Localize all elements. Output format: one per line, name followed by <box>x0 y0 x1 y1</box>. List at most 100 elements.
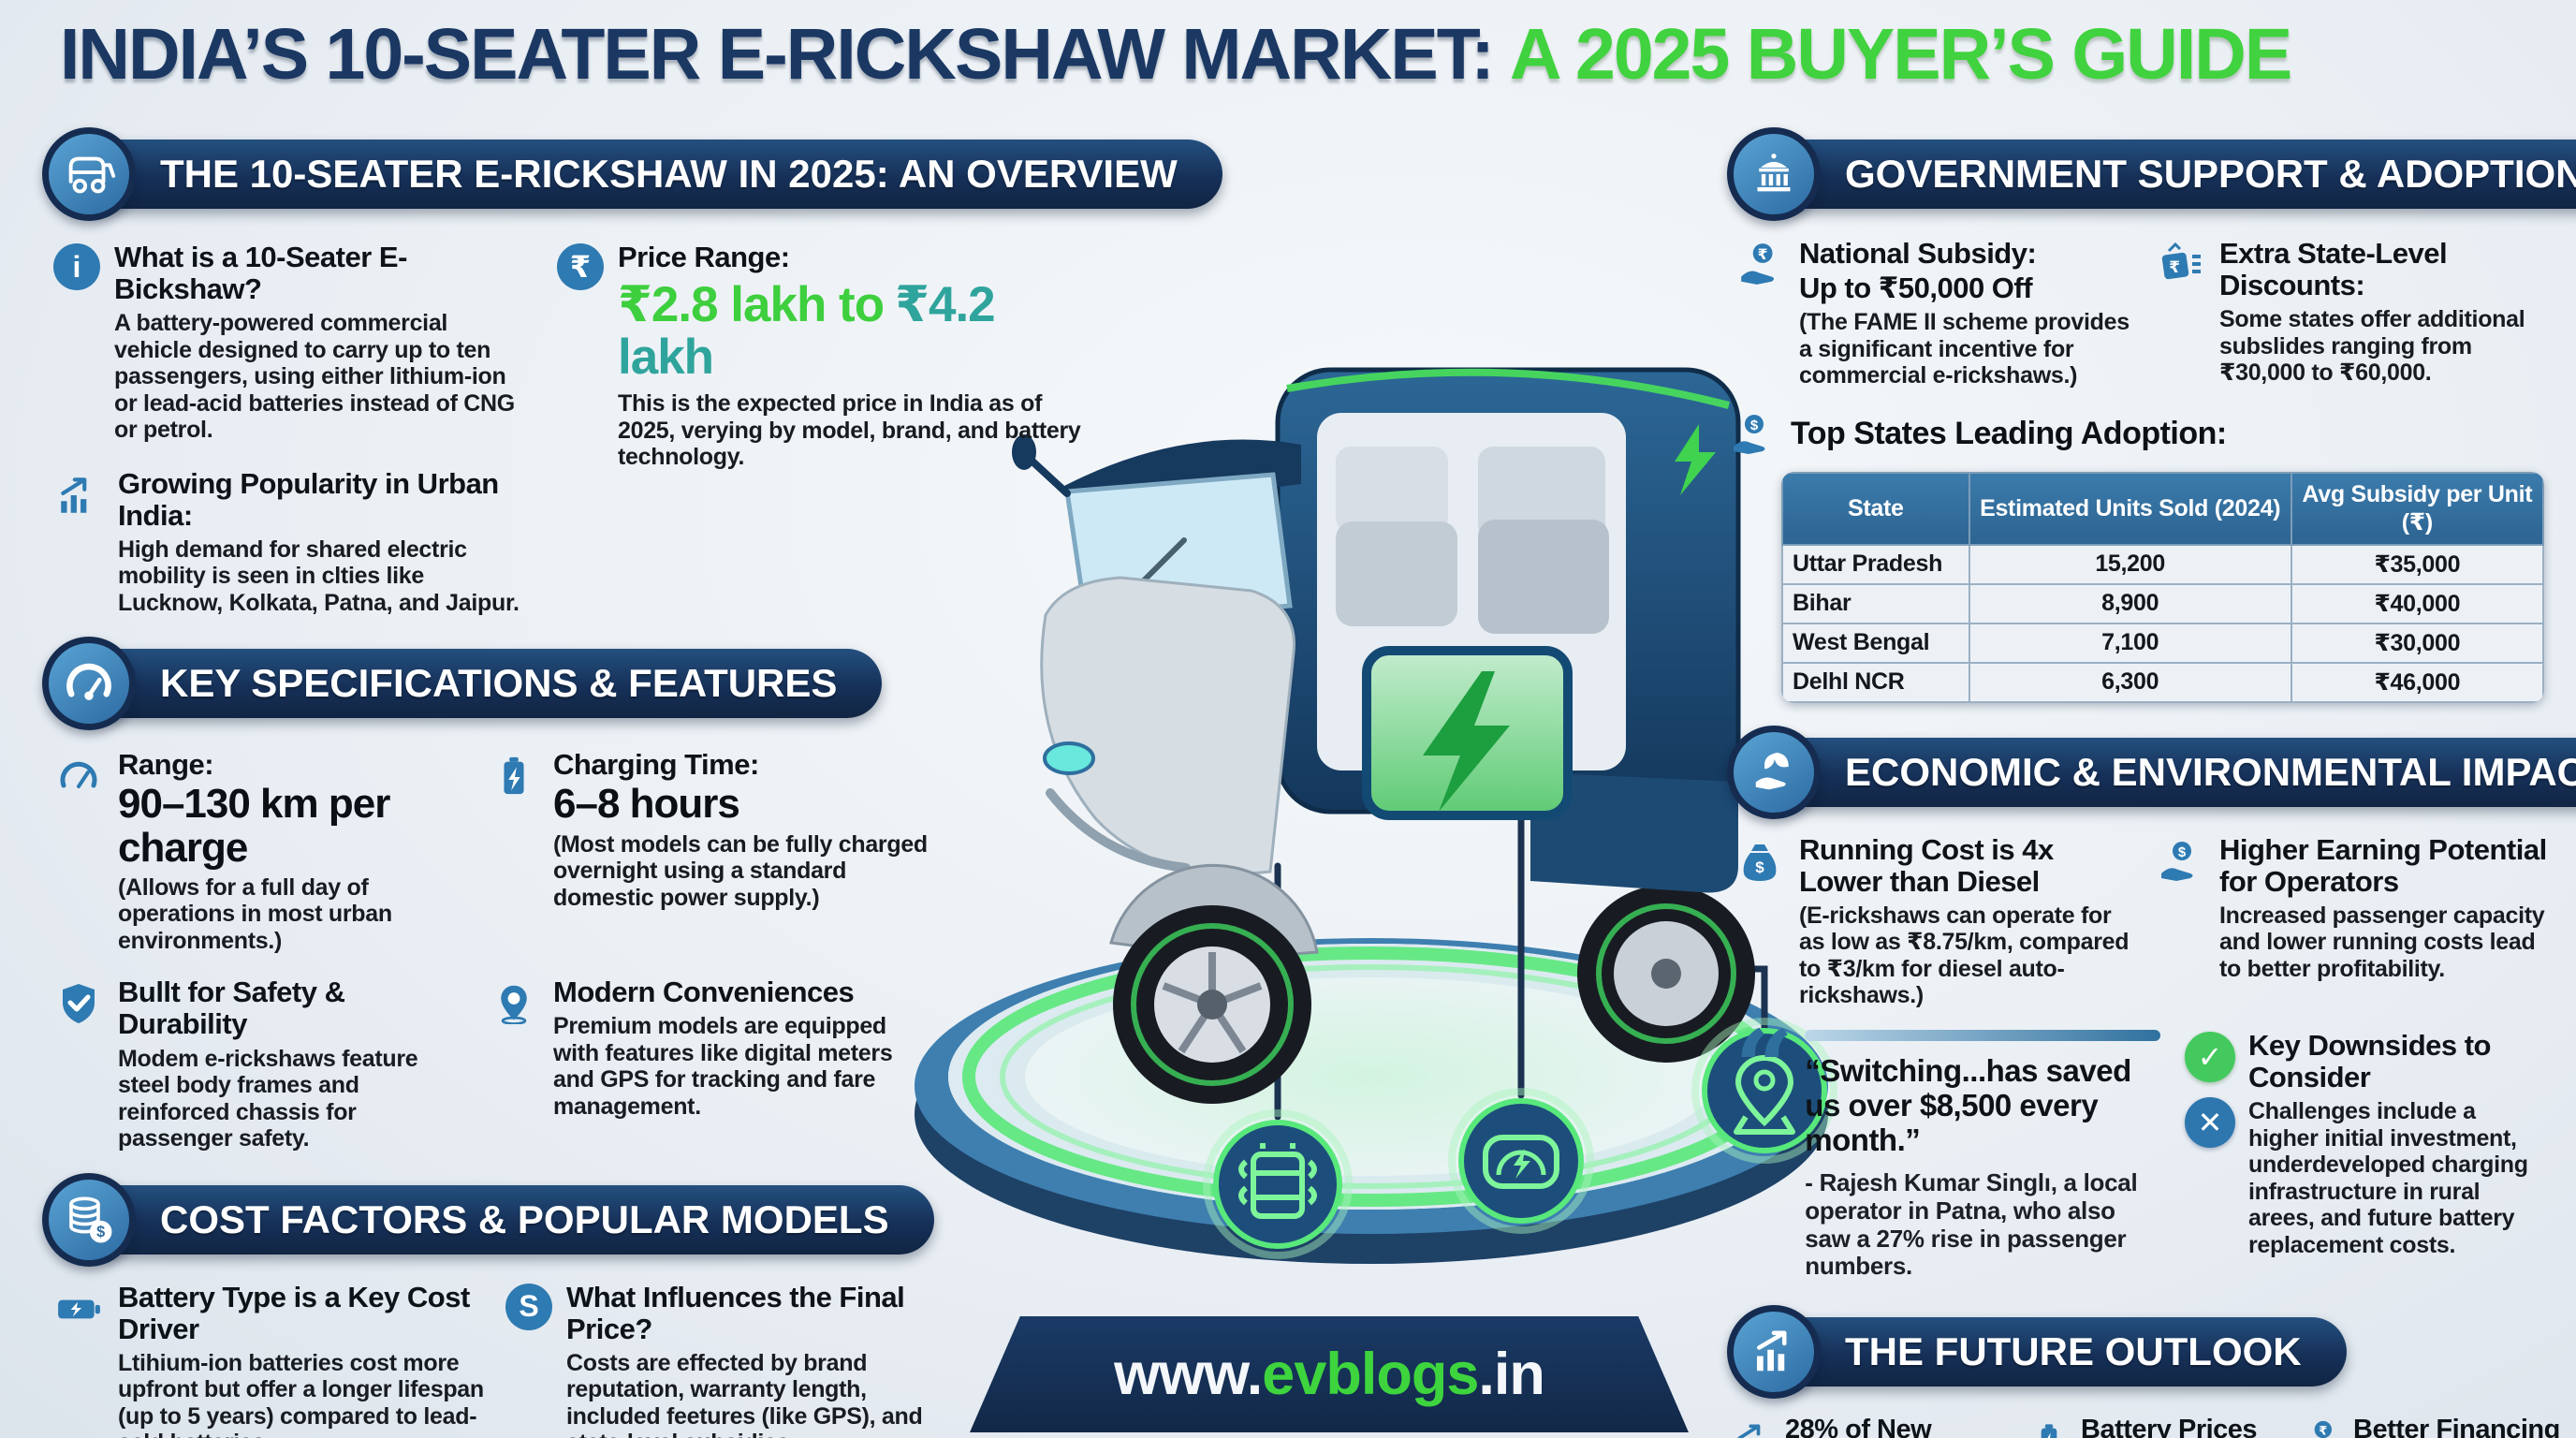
rickshaw-icon <box>42 127 136 221</box>
page-title-accent: A 2025 BUYER’S GUIDE <box>1509 14 2292 95</box>
table-row: Bihar 8,900 ₹40,000 <box>1781 582 2544 624</box>
info-icon: i <box>53 243 100 290</box>
website-url[interactable]: www.evblogs.in <box>1114 1341 1545 1408</box>
hand-coin-icon: $ <box>1727 410 1778 461</box>
svg-text:$: $ <box>1755 858 1764 876</box>
section-overview-header: THE 10-SEATER E-RICKSHAW IN 2025: AN OVE… <box>42 127 1222 221</box>
location-pin-icon <box>489 978 539 1029</box>
hand-rupee-icon: ₹ <box>1734 240 1785 290</box>
popularity-title: Growing Popularity in Urban India: <box>118 466 499 532</box>
speedometer-icon <box>42 637 136 731</box>
units-cell: 7,100 <box>1968 622 2292 664</box>
national-subsidy-body: (The FAME II scheme provides a significa… <box>1799 309 2130 389</box>
national-subsidy-item: ₹ National Subsidy: Up to ₹50,000 Off (T… <box>1734 237 2132 389</box>
subsidy-cell: ₹30,000 <box>2290 622 2544 664</box>
table-row: Uttar Pradesh 15,200 ₹35,000 <box>1781 543 2544 585</box>
future-financing-title: Better Financing Options Available <box>2353 1415 2560 1438</box>
trend-chart-icon <box>1727 1305 1821 1400</box>
future-item-battery-prices: Battery Prices to Fall by 12% Costs are … <box>2027 1415 2284 1438</box>
state-discounts-title: Extra State-Level Discounts: <box>2219 237 2448 302</box>
section-government-header: GOVERNMENT SUPPORT & ADOPTION <box>1727 127 2576 221</box>
future-electric-title: 28% of New Rickshaws to be Electric <box>1785 1415 1932 1438</box>
range-title: Range: <box>118 748 214 782</box>
what-is-title: What is a 10-Seater E-Bickshaw? <box>114 241 407 306</box>
page-title: INDIA’S 10-SEATER E-RICKSHAW MARKET: A 20… <box>60 13 2292 96</box>
bars-arrow-icon <box>1731 1417 1776 1438</box>
national-subsidy-title: National Subsidy: <box>1799 237 2037 270</box>
price-low: ₹2.8 lakh to <box>618 277 885 333</box>
money-bag-icon: $ <box>1734 836 1785 887</box>
convenience-body: Premium models are equipped with feature… <box>553 1013 893 1120</box>
price-high: ₹4.2 lakh <box>618 277 996 385</box>
impact-content: $ Running Cost is 4x Lower than Diesel (… <box>1727 832 2560 1009</box>
safety-body: Modem e-rickshaws feature steel body fra… <box>118 1045 418 1152</box>
running-cost-body: (E-rickshaws can operate for as low as ₹… <box>1799 902 2130 1009</box>
url-name: evblogs <box>1262 1342 1479 1407</box>
section-future-header: THE FUTURE OUTLOOK <box>1727 1305 2560 1400</box>
gauge-icon <box>53 751 104 801</box>
check-icon: ✓ <box>2185 1031 2235 1082</box>
influences-item: S What Influences the Final Price? Costs… <box>505 1281 941 1438</box>
charging-body: (Most models can be fully charged overni… <box>553 830 928 911</box>
states-adoption-heading: $ Top States Leading Adoption: <box>1727 408 2560 461</box>
section-cost-header: $ COST FACTORS & POPULAR MODELS <box>42 1172 1137 1267</box>
svg-text:₹: ₹ <box>2169 258 2180 276</box>
subsidy-cell: ₹40,000 <box>2290 582 2544 624</box>
earning-body: Increased passenger capacity and lower r… <box>2219 902 2545 982</box>
subsidy-cell: ₹46,000 <box>2290 661 2544 703</box>
what-is-body: A battery-powered commercial vehicle des… <box>114 310 515 444</box>
url-www: www. <box>1114 1342 1263 1407</box>
price-range-title: Price Range: <box>618 241 790 273</box>
quote-text: “Switching...has saved us over $8,500 ev… <box>1805 1052 2131 1157</box>
speedometer-callout-icon <box>1448 1088 1594 1234</box>
battery-cost-title: Battery Type is a Key Cost Driver <box>118 1280 470 1345</box>
future-content: 28% of New Rickshaws to be Electric NITI… <box>1727 1415 2560 1438</box>
earning-item: $ Higher Earning Potential for Operators… <box>2155 832 2553 983</box>
section-government-title: GOVERNMENT SUPPORT & ADOPTION <box>1772 139 2576 209</box>
svg-text:$: $ <box>2178 844 2187 860</box>
cost-content: Battery Type is a Key Cost Driver Ltihiu… <box>42 1280 1137 1438</box>
svg-text:₹: ₹ <box>2319 1424 2327 1438</box>
what-is-item: i What is a 10-Seater E-Bickshaw? A batt… <box>53 241 531 444</box>
charging-title: Charging Time: <box>553 748 759 782</box>
hand-dollar-icon: $ <box>2155 836 2205 887</box>
right-column: GOVERNMENT SUPPORT & ADOPTION ₹ National… <box>1727 127 2576 1438</box>
rupee-icon: ₹ <box>557 243 604 290</box>
charging-value: 6–8 hours <box>553 781 740 828</box>
quote-icon: “ <box>1734 1006 1794 1128</box>
future-battery-title: Battery Prices to Fall by 12% <box>2081 1415 2258 1438</box>
section-cost-title: COST FACTORS & POPULAR MODELS <box>87 1184 934 1255</box>
running-cost-title: Running Cost is 4x Lower than Diesel <box>1799 832 2054 898</box>
battery-charge-icon <box>489 751 539 801</box>
table-row: Delhl NCR 6,300 ₹46,000 <box>1781 661 2544 703</box>
x-icon: ✕ <box>2185 1096 2235 1148</box>
section-specs-header: KEY SPECIFICATIONS & FEATURES <box>42 637 1137 731</box>
government-building-icon <box>1727 127 1821 221</box>
location-callout-icon <box>1691 1018 1837 1164</box>
website-banner[interactable]: www.evblogs.in <box>970 1316 1689 1432</box>
price-range-value: ₹2.8 lakh to ₹4.2 lakh <box>618 279 1095 383</box>
battery-callout-icon <box>1203 1109 1353 1259</box>
state-cell: Delhl NCR <box>1781 661 1970 703</box>
leaf-hand-icon <box>1727 725 1821 819</box>
col-state: State <box>1781 471 1970 546</box>
section-impact-header: ECONOMIC & ENVIRONMENTAL IMPACT <box>1727 725 2576 819</box>
svg-text:$: $ <box>96 1224 105 1240</box>
battery-small-icon <box>2027 1417 2071 1438</box>
dollar-circle-icon: S <box>505 1283 552 1330</box>
future-item-financing: ₹ Better Financing Options Available Mor… <box>2299 1415 2570 1438</box>
specs-content: Range: 90–130 km per charge (Allows for … <box>42 749 1137 1152</box>
state-cell: Uttar Pradesh <box>1781 543 1970 585</box>
government-content: ₹ National Subsidy: Up to ₹50,000 Off (T… <box>1727 237 2560 389</box>
popularity-body: High demand for shared electric mobility… <box>118 536 520 616</box>
national-subsidy-value: Up to ₹50,000 Off <box>1799 271 2033 305</box>
url-tld: .in <box>1478 1342 1544 1407</box>
table-row: West Bengal 7,100 ₹30,000 <box>1781 622 2544 664</box>
range-item: Range: 90–130 km per charge (Allows for … <box>53 749 470 954</box>
svg-text:$: $ <box>1750 418 1759 433</box>
units-cell: 8,900 <box>1968 582 2292 624</box>
downsides-item: ✓ ✕ Key Downsides to Consider Challenges… <box>2185 1029 2531 1281</box>
battery-horizontal-icon <box>53 1284 104 1334</box>
earning-title: Higher Earning Potential for Operators <box>2219 832 2547 898</box>
